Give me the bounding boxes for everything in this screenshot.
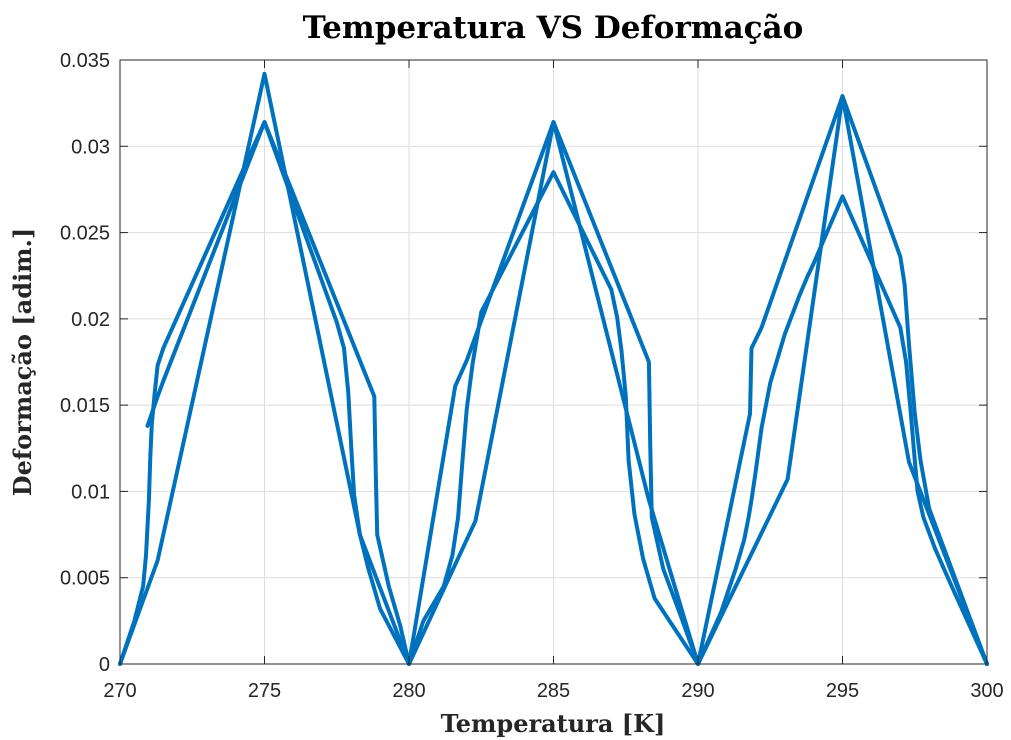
y-tick-label: 0.015	[60, 395, 110, 417]
grid	[119, 59, 988, 665]
y-tick-label: 0.035	[60, 50, 110, 72]
y-tick-label: 0	[99, 654, 110, 676]
y-tick-label: 0.01	[71, 481, 110, 503]
y-axis-label: Deformação [adim.]	[8, 228, 37, 496]
x-tick-label: 290	[681, 680, 714, 702]
axes	[119, 59, 988, 665]
y-tick-label: 0.005	[60, 568, 110, 590]
x-tick-label: 270	[103, 680, 136, 702]
y-tick-label: 0.025	[60, 223, 110, 245]
x-tick-label: 300	[970, 680, 1003, 702]
series-layer	[118, 71, 989, 666]
y-tick-label: 0.02	[71, 309, 110, 331]
series-line-3	[145, 94, 989, 666]
x-tick-label: 275	[248, 680, 281, 702]
chart-title: Temperatura VS Deformação	[303, 10, 804, 46]
x-tick-label: 280	[392, 680, 425, 702]
tick-labels: 270 275 280 285 290 295 300 0 0.005 0.01 0.015 0.02…	[60, 50, 1004, 702]
x-axis-label: Temperatura [K]	[441, 709, 666, 738]
x-tick-label: 295	[826, 680, 859, 702]
y-tick-label: 0.03	[71, 136, 110, 158]
x-tick-label: 285	[537, 680, 570, 702]
